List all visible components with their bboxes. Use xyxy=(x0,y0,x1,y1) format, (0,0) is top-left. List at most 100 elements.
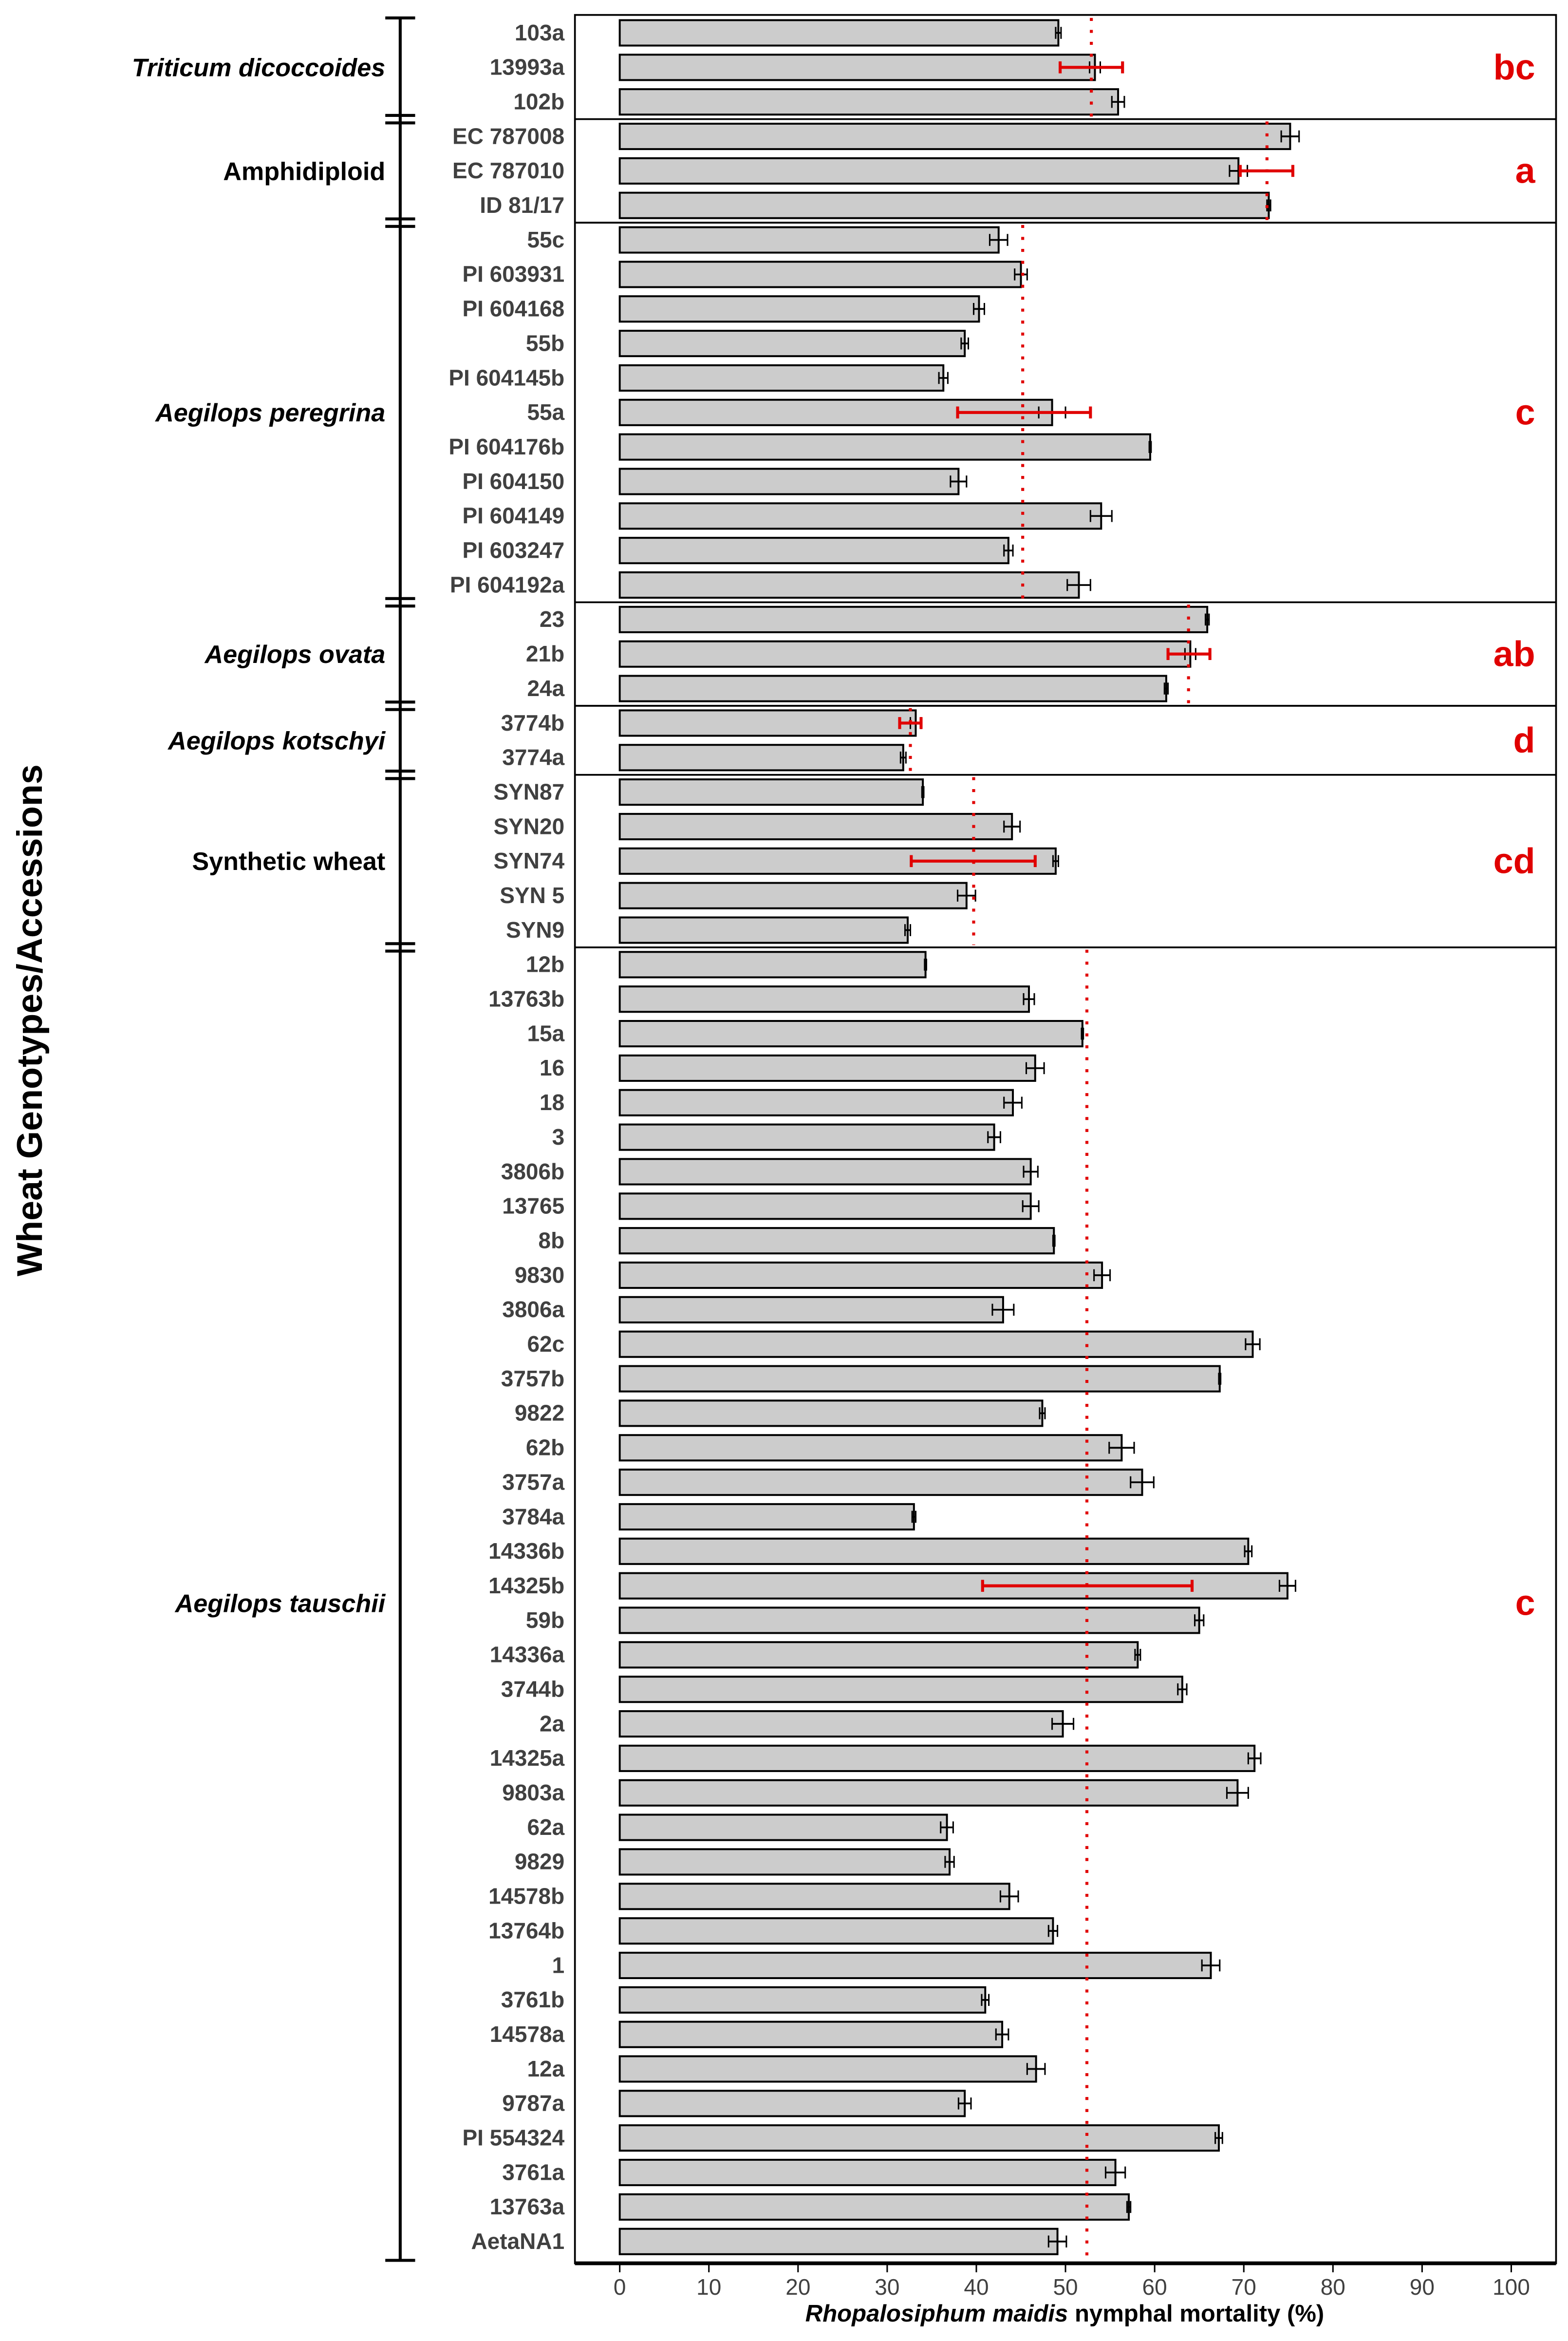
accession-label: 12a xyxy=(527,2056,564,2081)
bar xyxy=(618,1330,1254,1358)
accession-label: 3784a xyxy=(502,1504,564,1529)
accession-label: 9829 xyxy=(515,1849,564,1874)
group-label: Aegilops tauschii xyxy=(174,1589,386,1618)
bar xyxy=(618,916,909,944)
bar xyxy=(618,433,1151,461)
bar xyxy=(618,157,1240,185)
accession-label: 2a xyxy=(540,1711,565,1736)
bar xyxy=(618,1365,1221,1393)
accession-label: PI 603247 xyxy=(462,538,564,563)
bar xyxy=(618,1744,1256,1772)
bar xyxy=(618,1469,1143,1496)
accession-label: EC 787008 xyxy=(452,123,564,149)
accession-label: PI 554324 xyxy=(462,2125,564,2151)
bar xyxy=(618,502,1102,530)
group-significance-letter: d xyxy=(1513,719,1535,760)
accession-label: 62b xyxy=(526,1435,564,1460)
accession-label: 103a xyxy=(515,20,565,45)
x-tick-label: 70 xyxy=(1232,2274,1256,2300)
bar xyxy=(618,1537,1250,1565)
accession-label: 9822 xyxy=(515,1400,564,1426)
accession-label: 3761b xyxy=(501,1987,564,2012)
bar xyxy=(618,1123,995,1151)
bar xyxy=(618,778,924,806)
bar xyxy=(618,2055,1037,2083)
accession-label: 3806b xyxy=(501,1159,564,1184)
bar xyxy=(618,468,960,495)
bar xyxy=(618,1503,915,1530)
accession-label: 14578a xyxy=(490,2021,565,2047)
accession-label: 62a xyxy=(527,1814,564,1840)
bar xyxy=(618,54,1096,81)
accession-label: 9787a xyxy=(502,2091,564,2116)
x-tick-label: 30 xyxy=(875,2274,899,2300)
x-axis-title: Rhopalosiphum maidis nymphal mortality (… xyxy=(805,2301,1324,2327)
accession-label: 3757b xyxy=(501,1366,564,1391)
bar xyxy=(618,1676,1183,1703)
accession-label: 9803a xyxy=(502,1780,564,1805)
group-significance-letter: c xyxy=(1515,392,1535,432)
accession-label: SYN74 xyxy=(493,848,564,873)
accession-label: 3757a xyxy=(502,1469,564,1494)
bar xyxy=(618,1019,1083,1048)
x-axis-title-species: Rhopalosiphum maidis xyxy=(805,2301,1068,2327)
x-tick-label: 50 xyxy=(1053,2274,1078,2300)
bar xyxy=(618,605,1209,633)
accession-label: SYN20 xyxy=(493,813,564,839)
bar xyxy=(618,19,1060,47)
accession-label: 14336a xyxy=(490,1642,565,1667)
bar xyxy=(618,1434,1123,1462)
bar xyxy=(618,675,1167,702)
bar xyxy=(618,122,1291,151)
accession-label: 59b xyxy=(526,1607,564,1633)
bar xyxy=(618,537,1009,565)
accession-label: 1 xyxy=(552,1952,565,1978)
x-tick-label: 0 xyxy=(614,2274,626,2300)
accession-label: PI 604145b xyxy=(448,365,564,390)
group-significance-letter: c xyxy=(1515,1583,1535,1623)
accession-label: 12b xyxy=(526,952,564,977)
bar xyxy=(618,1261,1103,1289)
bar xyxy=(618,1192,1032,1220)
group-significance-letter: bc xyxy=(1493,47,1535,87)
x-tick-label: 90 xyxy=(1410,2274,1435,2300)
bar xyxy=(618,295,980,323)
accession-label: 13763b xyxy=(488,986,564,1012)
accession-label: PI 604149 xyxy=(462,503,564,529)
accession-label: 3 xyxy=(552,1124,565,1150)
accession-label: PI 604150 xyxy=(462,469,564,494)
bar xyxy=(618,88,1120,116)
accession-label: 14325a xyxy=(490,1745,565,1771)
accession-label: 24a xyxy=(527,676,564,701)
bar xyxy=(618,985,1030,1013)
bar xyxy=(618,1883,1010,1910)
group-label: Aegilops kotschyi xyxy=(167,727,386,755)
bar xyxy=(618,2090,966,2117)
accession-label: 55b xyxy=(526,330,564,356)
bar xyxy=(618,1089,1014,1116)
bar xyxy=(618,2020,1004,2048)
bar xyxy=(618,364,945,392)
bar xyxy=(618,2193,1130,2221)
accession-label: 102b xyxy=(513,89,564,114)
bar xyxy=(618,571,1080,599)
bar xyxy=(618,1951,1212,1980)
accession-label: PI 603931 xyxy=(462,262,564,287)
group-label: Aegilops ovata xyxy=(204,641,385,669)
bar xyxy=(618,1848,951,1876)
bar xyxy=(618,1813,948,1841)
bar xyxy=(618,2124,1220,2152)
accession-label: 14325b xyxy=(488,1573,564,1598)
accession-label: 21b xyxy=(526,641,564,666)
bar xyxy=(618,191,1270,219)
bar xyxy=(618,1606,1200,1634)
accession-label: 3806a xyxy=(502,1297,564,1322)
accession-label: ID 81/17 xyxy=(480,192,564,218)
accession-label: 55a xyxy=(527,399,564,425)
bar xyxy=(618,812,1013,841)
bar xyxy=(618,1399,1044,1427)
bar xyxy=(618,640,1192,668)
accession-label: 3774a xyxy=(502,745,564,770)
bar xyxy=(618,330,966,358)
